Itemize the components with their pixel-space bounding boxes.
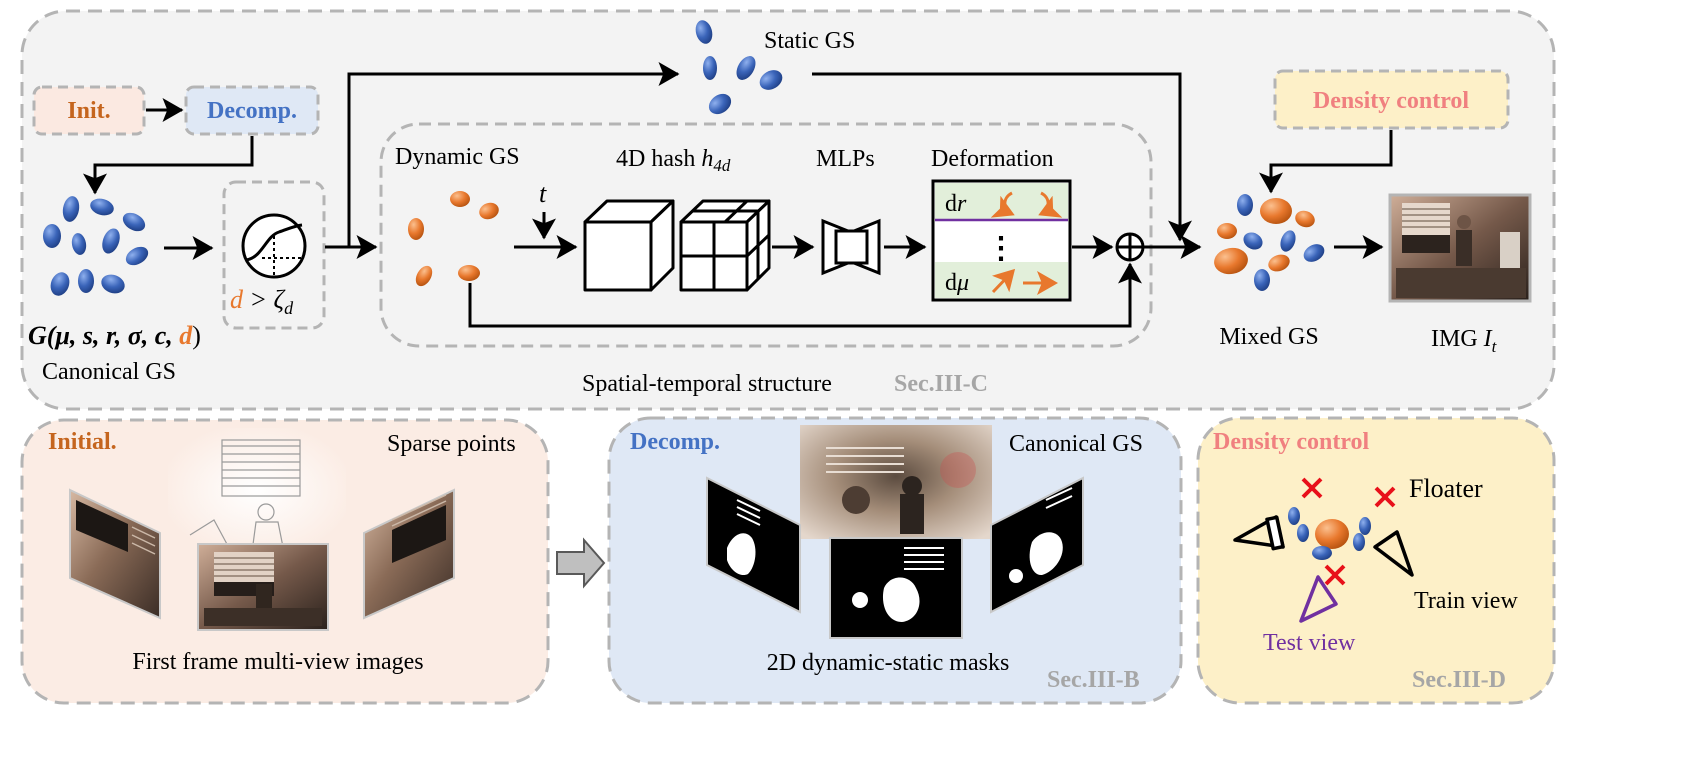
static-gs-label: Static GS xyxy=(764,28,855,54)
density-panel-title: Density control xyxy=(1213,429,1370,455)
sparse-points-label: Sparse points xyxy=(387,431,516,457)
time-symbol: t xyxy=(539,179,547,208)
multiview-image-center xyxy=(197,543,329,631)
train-view-label: Train view xyxy=(1414,588,1518,614)
camera-test-icon xyxy=(1299,575,1338,623)
arrow-density-to-mixed xyxy=(1259,130,1393,194)
mixed-gaussians xyxy=(1214,194,1325,291)
camera-train-icon xyxy=(1373,530,1414,577)
floater-label: Floater xyxy=(1409,474,1483,503)
mlp-icon xyxy=(821,218,881,276)
spatial-temporal-label: Spatial-temporal structure xyxy=(582,371,832,397)
arrow-decomp-canonical xyxy=(83,136,254,195)
sigmoid-icon xyxy=(241,213,307,279)
canonical-gaussians xyxy=(43,196,149,296)
arrow-skip-to-add xyxy=(468,262,1142,328)
init-box xyxy=(32,85,146,136)
canonical-gs-label: Canonical GS xyxy=(42,359,176,385)
translation-arrows-icon xyxy=(991,268,1058,295)
decomp-box xyxy=(184,85,320,136)
add-operator-icon xyxy=(1115,232,1145,262)
static-gaussians xyxy=(695,20,783,115)
decomp-label: Decomp. xyxy=(207,98,297,124)
decomp-panel-title: Decomp. xyxy=(630,429,720,455)
mask-center xyxy=(829,537,963,639)
initial-panel-title: Initial. xyxy=(48,429,117,455)
mask-right xyxy=(990,476,1084,614)
multiview-image-left xyxy=(69,488,161,620)
density-control-box xyxy=(1273,69,1510,130)
canonical-gs-render xyxy=(800,425,992,539)
decomp-canonical-gs-label: Canonical GS xyxy=(1009,431,1143,457)
block-arrow xyxy=(556,537,606,589)
img-label: IMG It xyxy=(1431,326,1498,356)
rendered-image xyxy=(1388,193,1532,303)
density-control-label: Density control xyxy=(1313,88,1470,114)
sec-b-label: Sec.III-B xyxy=(1047,667,1140,693)
multiview-image-right xyxy=(363,488,455,620)
hash-cube-grid xyxy=(679,199,771,292)
mask-left xyxy=(706,476,801,614)
sparse-points-image xyxy=(168,428,346,553)
vdots: ⋮ xyxy=(986,232,1016,265)
dr-label: dr xyxy=(945,191,967,217)
dynamic-gs-label: Dynamic GS xyxy=(395,144,520,170)
deformation-label: Deformation xyxy=(931,146,1054,172)
sec-c-label: Sec.III-C xyxy=(894,371,988,397)
rotation-arrows-icon xyxy=(990,191,1063,218)
cross-icon xyxy=(1301,477,1396,586)
test-view-label: Test view xyxy=(1263,630,1356,656)
camera-left-icon xyxy=(1233,515,1285,551)
arrow-static-to-mixed xyxy=(812,72,1192,242)
dynamic-gaussians xyxy=(408,191,499,287)
mixed-gs-label: Mixed GS xyxy=(1219,324,1318,350)
init-label: Init. xyxy=(67,98,110,124)
hash-label: 4D hash h4d xyxy=(616,146,731,175)
density-panel xyxy=(1196,416,1556,705)
density-gaussians xyxy=(1288,507,1371,560)
initial-caption: First frame multi-view images xyxy=(132,649,423,675)
hash-cube-single xyxy=(583,199,675,292)
threshold-label: d > ζd xyxy=(230,285,294,318)
dmu-label: dμ xyxy=(945,270,969,296)
mlps-label: MLPs xyxy=(816,146,875,172)
decomp-caption: 2D dynamic-static masks xyxy=(767,650,1010,676)
arrow-to-static xyxy=(325,62,680,249)
canonical-formula: G(μ, s, r, σ, c, d) xyxy=(28,321,201,350)
sec-d-label: Sec.III-D xyxy=(1412,667,1506,693)
